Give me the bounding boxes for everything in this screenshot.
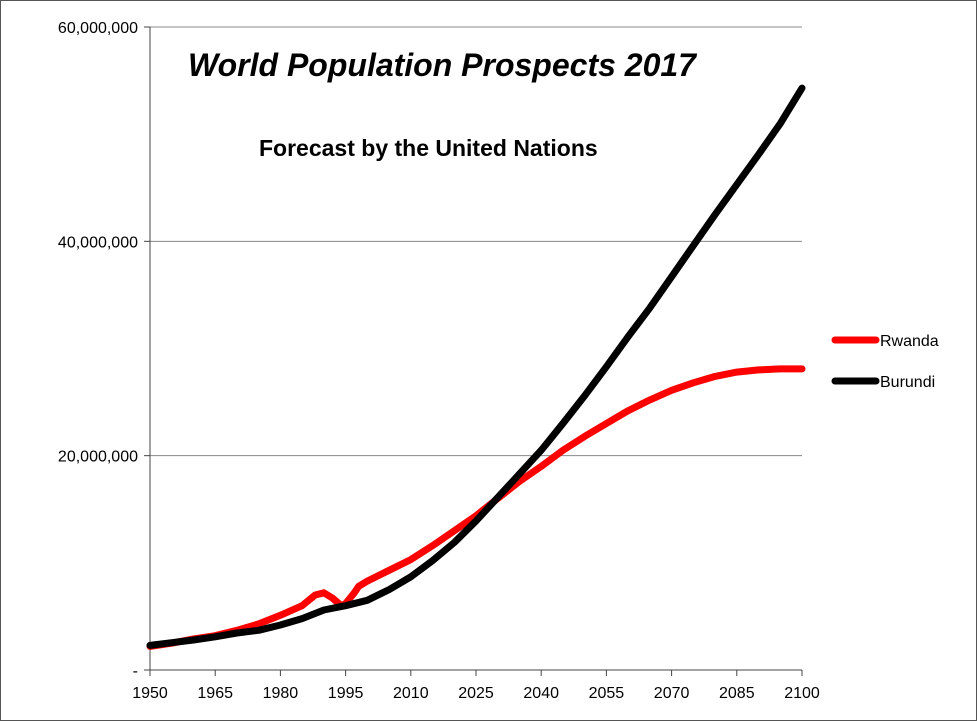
gridlines bbox=[150, 26, 802, 457]
x-tick-label: 1995 bbox=[328, 685, 364, 702]
x-tick-label: 2010 bbox=[393, 685, 429, 702]
x-tick-label: 1950 bbox=[132, 685, 168, 702]
y-tick-label: 20,000,000 bbox=[58, 449, 138, 466]
x-tick-label: 2085 bbox=[719, 685, 755, 702]
x-tick-label: 2055 bbox=[589, 685, 625, 702]
x-tick-label: 1965 bbox=[197, 685, 233, 702]
legend-label-rwanda: Rwanda bbox=[880, 333, 939, 350]
x-tick-label: 1980 bbox=[263, 685, 299, 702]
chart-title: World Population Prospects 2017 bbox=[188, 47, 698, 83]
y-tick-label: 40,000,000 bbox=[58, 234, 138, 251]
series-layer bbox=[146, 84, 806, 650]
x-tick-label: 2100 bbox=[784, 685, 820, 702]
legend: Rwanda Burundi bbox=[831, 333, 939, 391]
x-tick-label: 2070 bbox=[654, 685, 690, 702]
axes: - 20,000,000 40,000,000 60,000,000 1950 1965 1… bbox=[58, 20, 820, 702]
series-line-rwanda bbox=[146, 365, 806, 650]
x-tick-label: 2040 bbox=[523, 685, 559, 702]
y-tick-label: 60,000,000 bbox=[58, 20, 138, 37]
x-tick-label: 2025 bbox=[458, 685, 494, 702]
chart-subtitle: Forecast by the United Nations bbox=[259, 135, 598, 161]
legend-label-burundi: Burundi bbox=[880, 374, 935, 391]
y-tick-label: - bbox=[133, 663, 138, 680]
series-line-burundi bbox=[146, 84, 806, 649]
